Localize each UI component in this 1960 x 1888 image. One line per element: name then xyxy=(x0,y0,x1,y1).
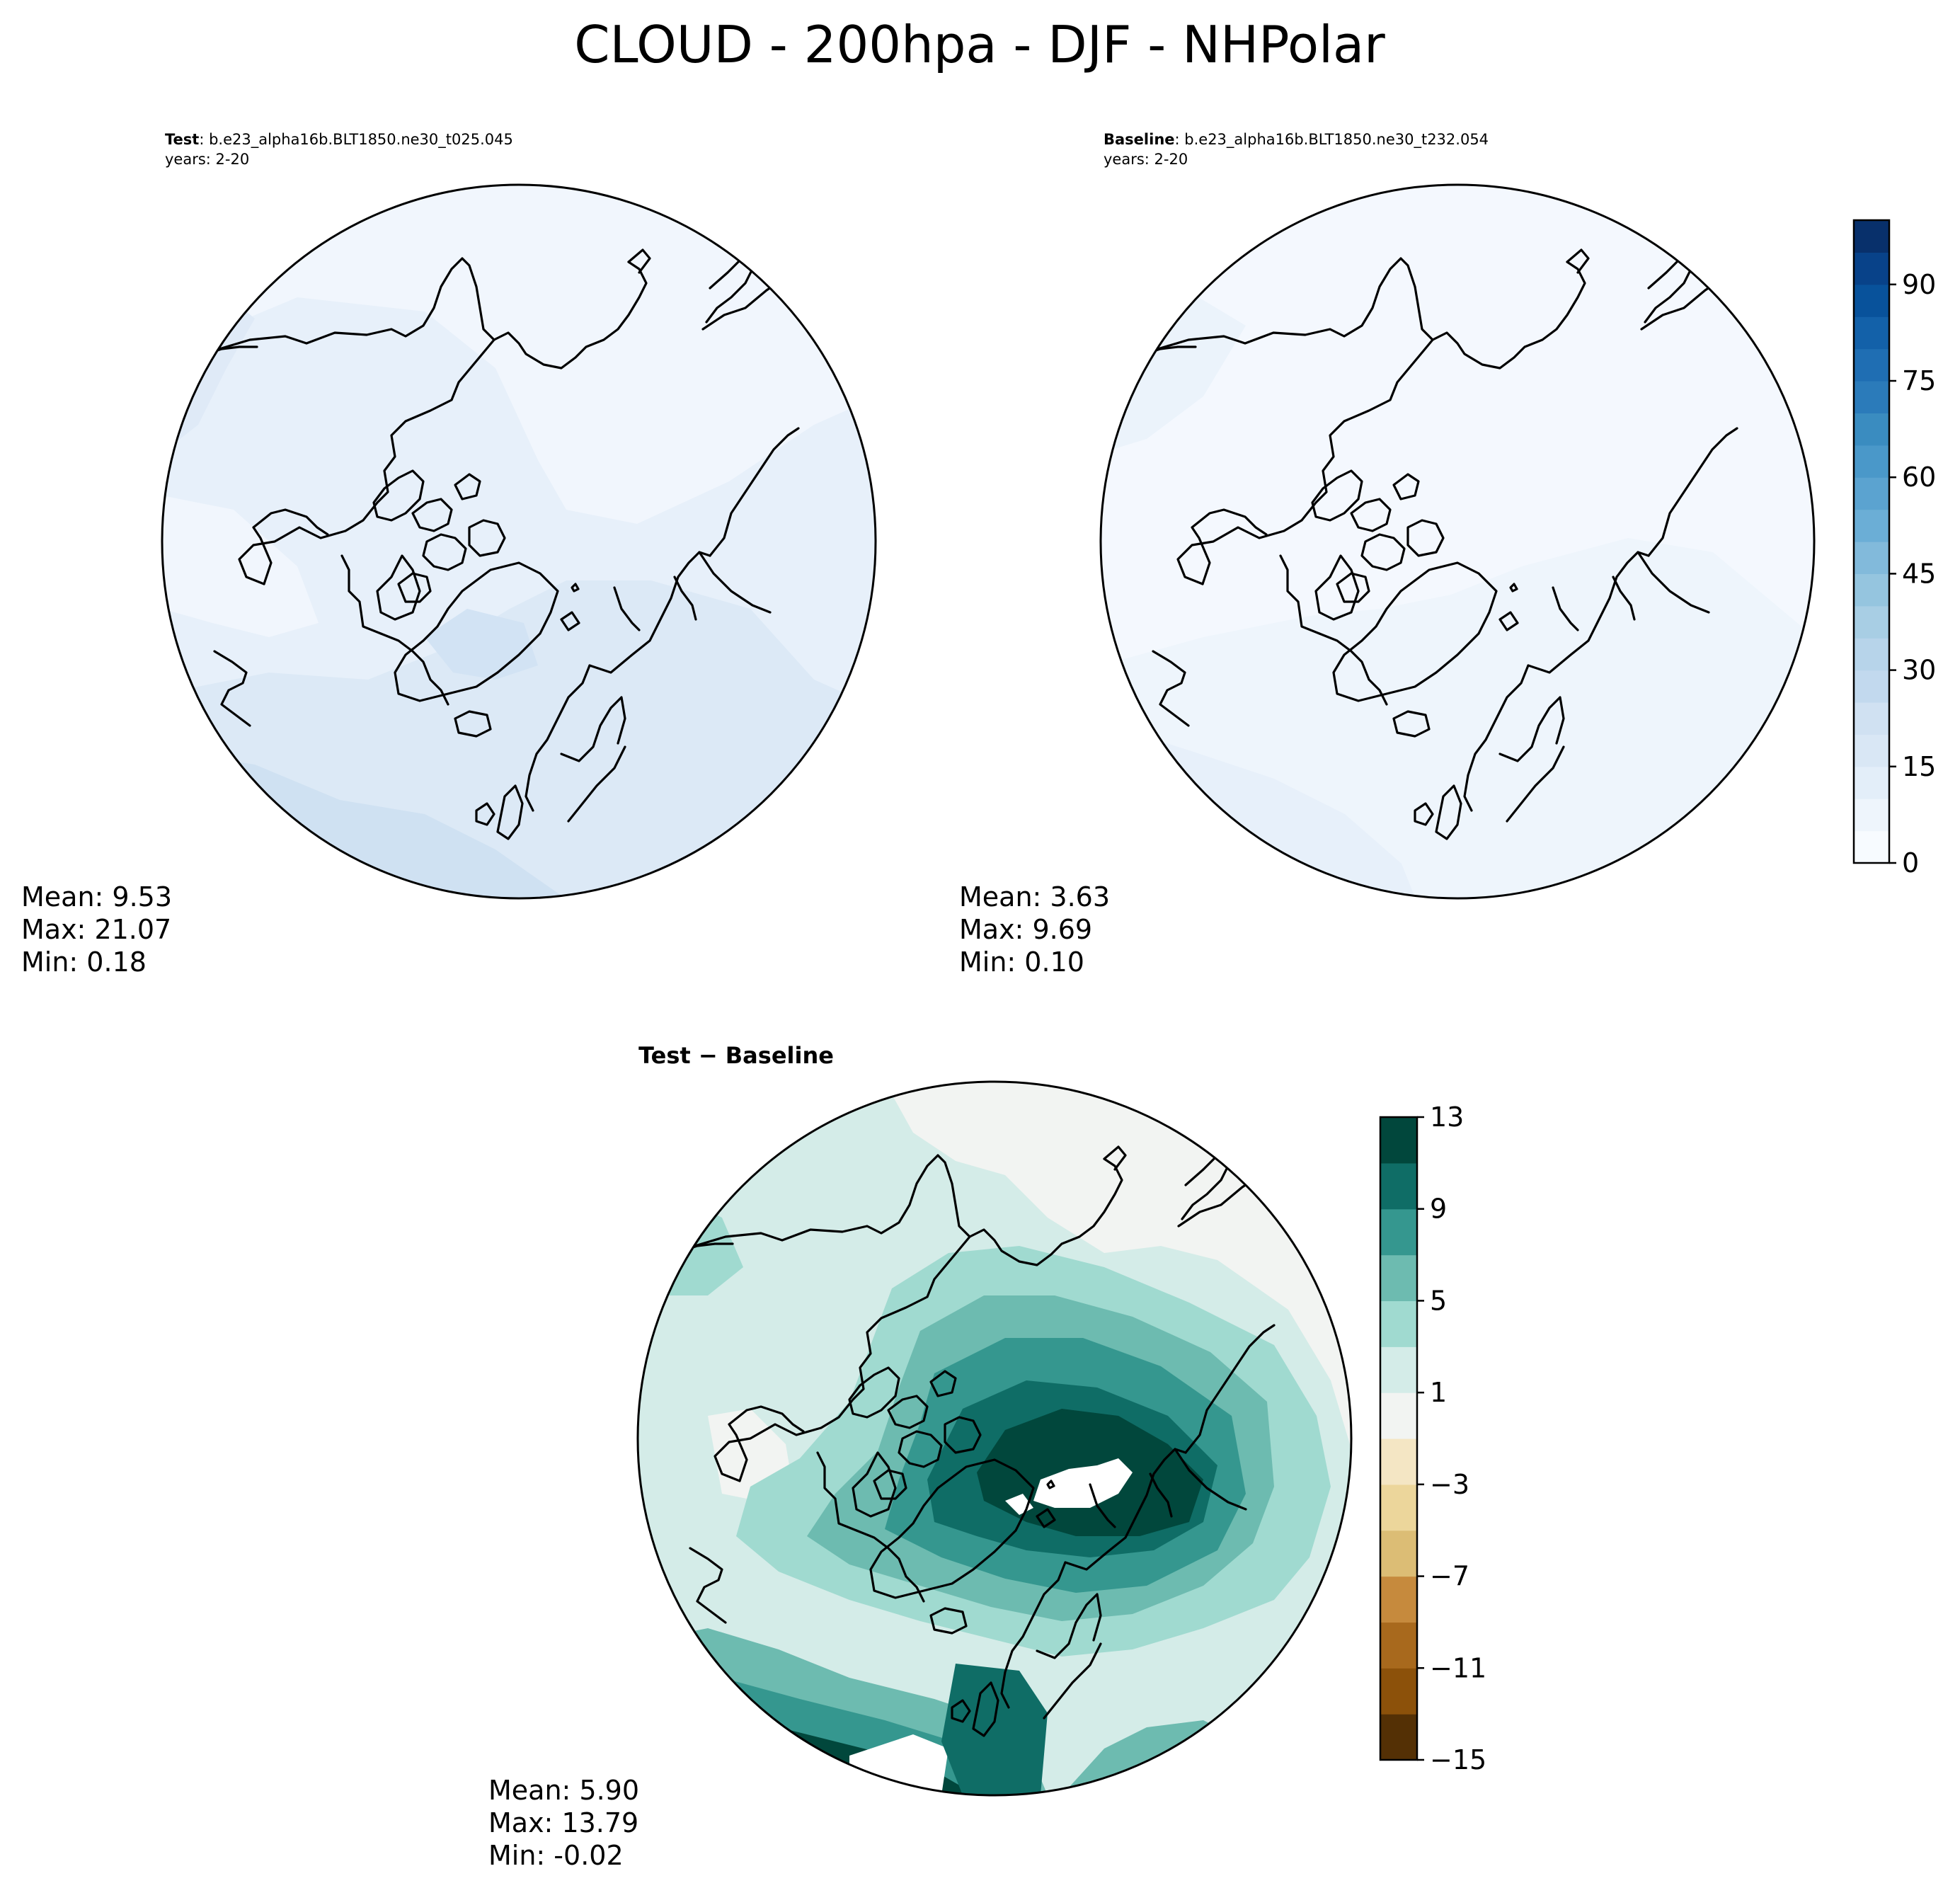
main-colorbar-segment xyxy=(1854,670,1889,703)
main-colorbar-segment xyxy=(1854,542,1889,574)
baseline-label: Baseline: b.e23_alpha16b.BLT1850.ne30_t2… xyxy=(1104,131,1489,149)
main-colorbar-segment xyxy=(1854,830,1889,864)
main-colorbar-segment xyxy=(1854,381,1889,413)
diff-colorbar-segment xyxy=(1380,1576,1417,1623)
diff-colorbar-segment xyxy=(1380,1392,1417,1439)
test-mean: Mean: 9.53 xyxy=(21,881,172,912)
diff-colorbar-tick-label: 9 xyxy=(1430,1194,1447,1225)
main-colorbar-segment xyxy=(1854,605,1889,639)
main-colorbar-segment xyxy=(1854,573,1889,607)
test-label: Test: b.e23_alpha16b.BLT1850.ne30_t025.0… xyxy=(165,131,513,149)
diff-colorbar-tick-label: −15 xyxy=(1430,1744,1486,1775)
test-max: Max: 21.07 xyxy=(21,914,171,945)
test-panel: Test: b.e23_alpha16b.BLT1850.ne30_t025.0… xyxy=(21,131,877,978)
baseline-years: years: 2-20 xyxy=(1104,151,1188,168)
diff-colorbar-tick-label: 1 xyxy=(1430,1377,1447,1408)
main-colorbar-tick-label: 30 xyxy=(1902,655,1936,686)
main-colorbar-tick-label: 15 xyxy=(1902,751,1936,782)
diff-colorbar-tick-label: 13 xyxy=(1430,1102,1464,1133)
main-colorbar-tick-label: 45 xyxy=(1902,558,1936,589)
main-colorbar-segment xyxy=(1854,316,1889,350)
diff-colorbar-segment xyxy=(1380,1254,1417,1302)
diff-colorbar-segment xyxy=(1380,1208,1417,1256)
main-colorbar-tick-label: 0 xyxy=(1902,847,1919,879)
main-colorbar-tick-label: 75 xyxy=(1902,365,1936,396)
diff-colorbar-tick-label: −11 xyxy=(1430,1652,1486,1683)
main-colorbar-segment xyxy=(1854,284,1889,317)
main-colorbar-segment xyxy=(1854,799,1889,832)
diff-colorbar-segment xyxy=(1380,1484,1417,1531)
main-colorbar-segment xyxy=(1854,702,1889,735)
main-colorbar-segment xyxy=(1854,220,1889,253)
diff-colorbar-segment xyxy=(1380,1300,1417,1347)
main-colorbar-segment xyxy=(1854,252,1889,285)
diff-colorbar-segment xyxy=(1380,1162,1417,1210)
diff-colorbar-tick-label: 5 xyxy=(1430,1285,1447,1316)
diff-colorbar-tick-label: −3 xyxy=(1430,1469,1469,1500)
diff-colorbar-segment xyxy=(1380,1668,1417,1715)
diff-colorbar-segment xyxy=(1380,1622,1417,1669)
diff-colorbar-segment xyxy=(1380,1438,1417,1485)
test-label-bold: Test xyxy=(165,131,199,148)
diff-colorbar-segment xyxy=(1380,1346,1417,1393)
main-colorbar-frame xyxy=(1852,219,1891,864)
diff-max: Max: 13.79 xyxy=(488,1807,638,1838)
main-colorbar-segment xyxy=(1854,734,1889,767)
diff-min: Min: -0.02 xyxy=(488,1840,624,1871)
test-min: Min: 0.18 xyxy=(21,946,147,978)
main-colorbar-segment xyxy=(1854,766,1889,799)
diff-colorbar-segment xyxy=(1380,1714,1417,1761)
main-colorbar-segment xyxy=(1854,477,1889,510)
diff-colorbar: 13 9 5 1 −3 −7 −11 −15 xyxy=(1379,1102,1486,1775)
baseline-max: Max: 9.69 xyxy=(959,914,1092,945)
main-colorbar-segment xyxy=(1854,638,1889,671)
diff-colorbar-segment xyxy=(1380,1530,1417,1577)
test-years: years: 2-20 xyxy=(165,151,249,168)
diff-colorbar-segment xyxy=(1380,1117,1417,1164)
diff-title: Test − Baseline xyxy=(638,1042,834,1069)
baseline-label-bold: Baseline xyxy=(1104,131,1175,148)
main-colorbar-segment xyxy=(1854,413,1889,446)
main-colorbar-segment xyxy=(1854,445,1889,478)
baseline-label-case: : b.e23_alpha16b.BLT1850.ne30_t232.054 xyxy=(1175,131,1489,149)
diff-panel: Test − Baseline Mean: 5.90 xyxy=(488,1042,1353,1871)
baseline-map xyxy=(1101,185,1814,898)
main-colorbar-tick-label: 90 xyxy=(1902,269,1936,300)
baseline-mean: Mean: 3.63 xyxy=(959,881,1110,912)
diff-mean: Mean: 5.90 xyxy=(488,1775,639,1806)
main-colorbar-tick-label: 60 xyxy=(1902,462,1936,493)
diff-colorbar-tick-label: −7 xyxy=(1430,1561,1469,1592)
test-label-case: : b.e23_alpha16b.BLT1850.ne30_t025.045 xyxy=(199,131,513,149)
baseline-min: Min: 0.10 xyxy=(959,946,1084,978)
test-map xyxy=(162,185,876,898)
main-colorbar: 0 15 30 45 60 75 90 xyxy=(1852,219,1936,879)
main-colorbar-segment xyxy=(1854,509,1889,542)
diff-colorbar-frame xyxy=(1379,1116,1419,1761)
baseline-panel: Baseline: b.e23_alpha16b.BLT1850.ne30_t2… xyxy=(959,131,1816,978)
figure-title: CLOUD - 200hpa - DJF - NHPolar xyxy=(574,15,1385,74)
main-colorbar-segment xyxy=(1854,348,1889,382)
